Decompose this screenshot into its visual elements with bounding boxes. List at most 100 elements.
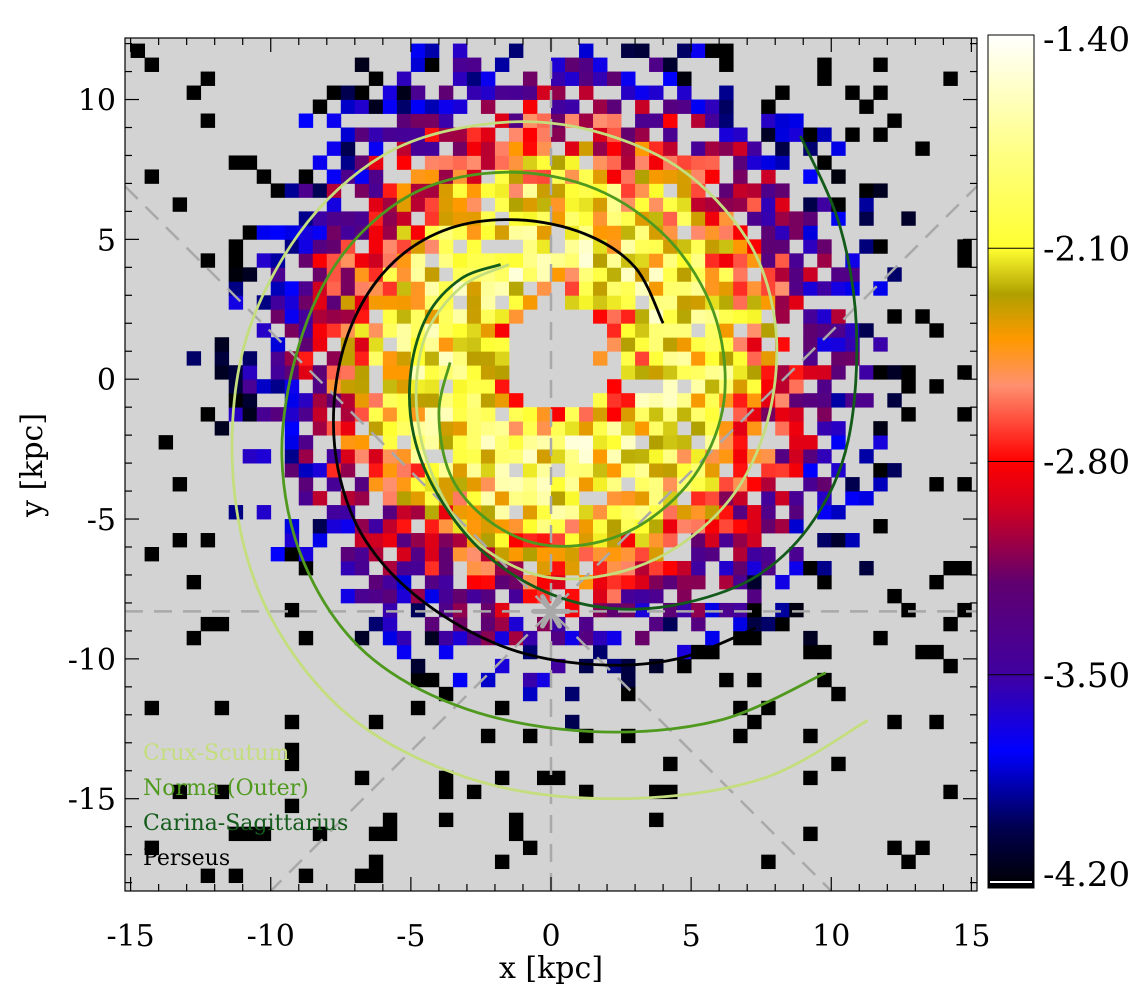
heatmap-cell xyxy=(607,602,622,618)
heatmap-cell xyxy=(410,113,426,128)
heatmap-cell xyxy=(508,183,524,198)
heatmap-cell xyxy=(607,323,622,338)
heatmap-cell xyxy=(536,127,552,142)
heatmap-cell xyxy=(691,211,706,226)
heatmap-cell xyxy=(663,560,678,576)
heatmap-cell xyxy=(382,309,398,324)
heatmap-cell xyxy=(775,519,790,534)
heatmap-cell xyxy=(957,239,972,254)
y-axis-title: y [kpc] xyxy=(15,413,50,518)
heatmap-cell xyxy=(312,533,328,548)
heatmap-cell xyxy=(677,393,692,408)
heatmap-cell xyxy=(494,505,510,520)
heatmap-cell xyxy=(719,239,734,254)
heatmap-cell xyxy=(719,225,734,240)
heatmap-cell xyxy=(677,560,692,576)
heatmap-cell xyxy=(691,225,706,240)
heatmap-cell xyxy=(705,253,720,268)
heatmap-cell xyxy=(719,85,734,100)
heatmap-cell xyxy=(747,323,762,338)
heatmap-cell xyxy=(621,309,636,324)
x-tick-label: 10 xyxy=(812,919,850,954)
heatmap-cell xyxy=(705,113,720,128)
heatmap-cell xyxy=(621,351,636,366)
heatmap-cell xyxy=(396,267,412,282)
heatmap-cell xyxy=(747,519,762,534)
heatmap-cell xyxy=(621,588,636,604)
heatmap-cell xyxy=(607,267,622,282)
heatmap-cell xyxy=(719,533,734,548)
heatmap-cell xyxy=(705,281,720,296)
heatmap-cell xyxy=(719,267,734,282)
heatmap-cell xyxy=(551,99,566,114)
heatmap-cell xyxy=(452,463,468,478)
spiral-arm-carina-sagittarius xyxy=(408,135,859,611)
heatmap-cell xyxy=(593,155,608,170)
heatmap-cell xyxy=(817,407,832,422)
heatmap-cell xyxy=(621,547,636,562)
heatmap-cell xyxy=(803,449,818,464)
heatmap-cell xyxy=(789,211,804,226)
heatmap-cell xyxy=(747,351,762,366)
heatmap-cell xyxy=(228,393,244,408)
heatmap-cell xyxy=(551,155,566,170)
heatmap-cell xyxy=(565,449,580,464)
heatmap-cell xyxy=(565,267,580,282)
heatmap-cell xyxy=(803,560,818,576)
heatmap-cell xyxy=(214,337,230,352)
heatmap-cell xyxy=(326,505,342,520)
heatmap-cell xyxy=(522,225,538,240)
heatmap-cell xyxy=(789,267,804,282)
heatmap-cell xyxy=(438,421,454,436)
heatmap-cell xyxy=(831,309,846,324)
heatmap-cell xyxy=(915,644,930,660)
heatmap-cell xyxy=(242,155,258,170)
heatmap-cell xyxy=(593,211,608,226)
heatmap-cell xyxy=(733,309,748,324)
heatmap-cell xyxy=(466,183,482,198)
heatmap-cell xyxy=(845,533,860,548)
heatmap-cell xyxy=(494,477,510,492)
heatmap-cell xyxy=(494,616,510,632)
heatmap-cell xyxy=(130,43,146,58)
heatmap-cell xyxy=(621,239,636,254)
heatmap-cell xyxy=(522,686,538,702)
heatmap-cell xyxy=(256,505,272,520)
heatmap-cell xyxy=(761,616,776,632)
heatmap-cell xyxy=(565,560,580,576)
heatmap-cell xyxy=(705,225,720,240)
heatmap-cell xyxy=(494,379,510,394)
heatmap-cell xyxy=(663,574,678,590)
heatmap-cell xyxy=(761,463,776,478)
heatmap-cell xyxy=(256,253,272,268)
heatmap-cell xyxy=(873,85,888,100)
heatmap-cell xyxy=(747,393,762,408)
heatmap-cell xyxy=(354,435,370,450)
heatmap-cell xyxy=(494,463,510,478)
heatmap-cell xyxy=(747,602,762,618)
heatmap-cell xyxy=(579,463,594,478)
heatmap-cell xyxy=(522,491,538,506)
heatmap-cell xyxy=(649,155,664,170)
heatmap-cell xyxy=(354,533,370,548)
heatmap-cell xyxy=(354,868,370,884)
heatmap-cell xyxy=(452,365,468,380)
heatmap-cell xyxy=(593,71,608,86)
heatmap-cell xyxy=(733,239,748,254)
heatmap-cell xyxy=(677,43,692,58)
heatmap-cell xyxy=(438,113,454,128)
heatmap-cell xyxy=(354,337,370,352)
heatmap-cell xyxy=(522,588,538,604)
heatmap-cell xyxy=(326,239,342,254)
x-tick-label: -10 xyxy=(247,919,295,954)
heatmap-cell xyxy=(551,630,566,646)
heatmap-cell xyxy=(494,533,510,548)
heatmap-cell xyxy=(621,323,636,338)
heatmap-cell xyxy=(298,281,314,296)
heatmap-cell xyxy=(396,379,412,394)
heatmap-cell xyxy=(747,421,762,436)
heatmap-cell xyxy=(368,449,384,464)
colorbar-ticks: -1.40 -2.10 -2.80 -3.50 -4.20 xyxy=(988,20,1130,895)
heatmap-cell xyxy=(691,505,706,520)
heatmap-cell xyxy=(522,85,538,100)
